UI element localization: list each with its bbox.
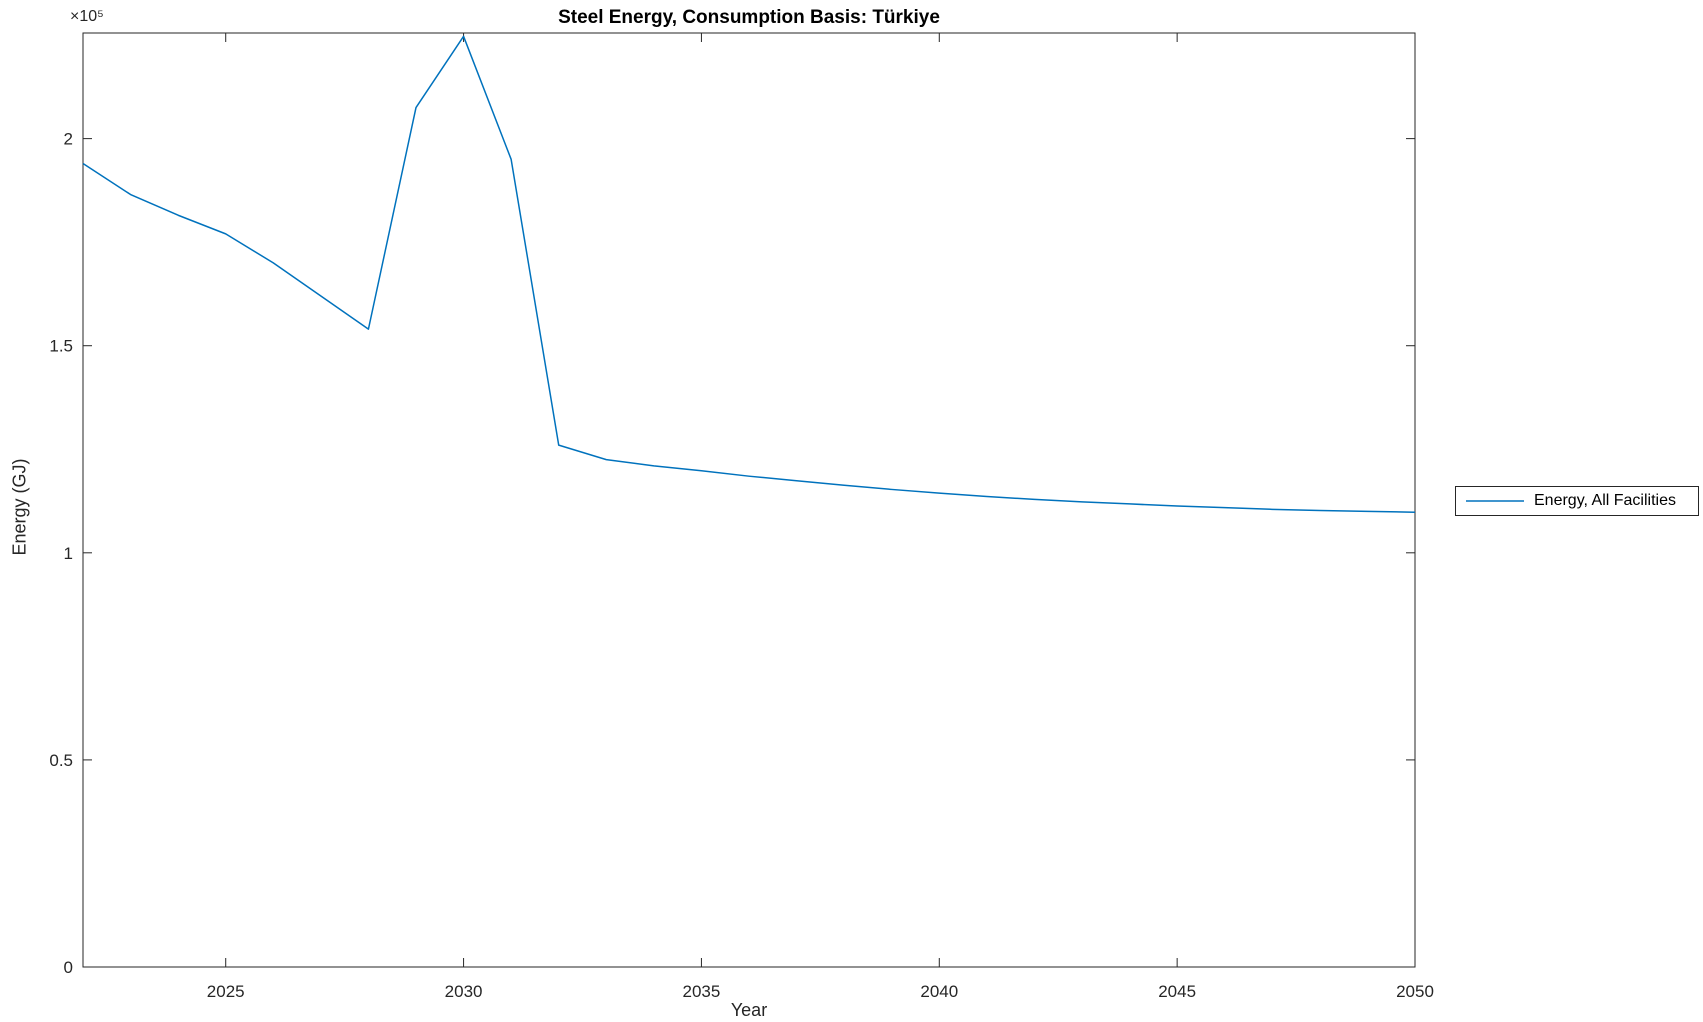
x-tick-label: 2030 (445, 982, 483, 1001)
x-tick-label: 2025 (207, 982, 245, 1001)
x-tick-label: 2045 (1158, 982, 1196, 1001)
y-axis-label: Energy (GJ) (9, 458, 30, 556)
x-axis-label: Year (730, 1000, 768, 1020)
x-tick-label: 2040 (920, 982, 958, 1001)
y-tick-label: 0.5 (49, 751, 73, 770)
legend-line-sample-icon (1466, 500, 1524, 502)
legend-entry-label: Energy, All Facilities (1534, 492, 1676, 509)
plot-box (82, 32, 1416, 968)
legend: Energy, All Facilities (1455, 486, 1699, 516)
series-line-energy-all-facilities (82, 35, 1416, 513)
y-tick-label: 0 (64, 958, 73, 977)
y-tick-label: 1 (64, 544, 73, 563)
y-axis-multiplier: ×10⁵ (70, 8, 104, 25)
chart-title: Steel Energy, Consumption Basis: Türkiye (558, 7, 940, 28)
x-tick-label: 2050 (1396, 982, 1434, 1001)
y-tick-label: 1.5 (49, 337, 73, 356)
x-tick-label: 2035 (683, 982, 721, 1001)
y-tick-label: 2 (64, 130, 73, 149)
